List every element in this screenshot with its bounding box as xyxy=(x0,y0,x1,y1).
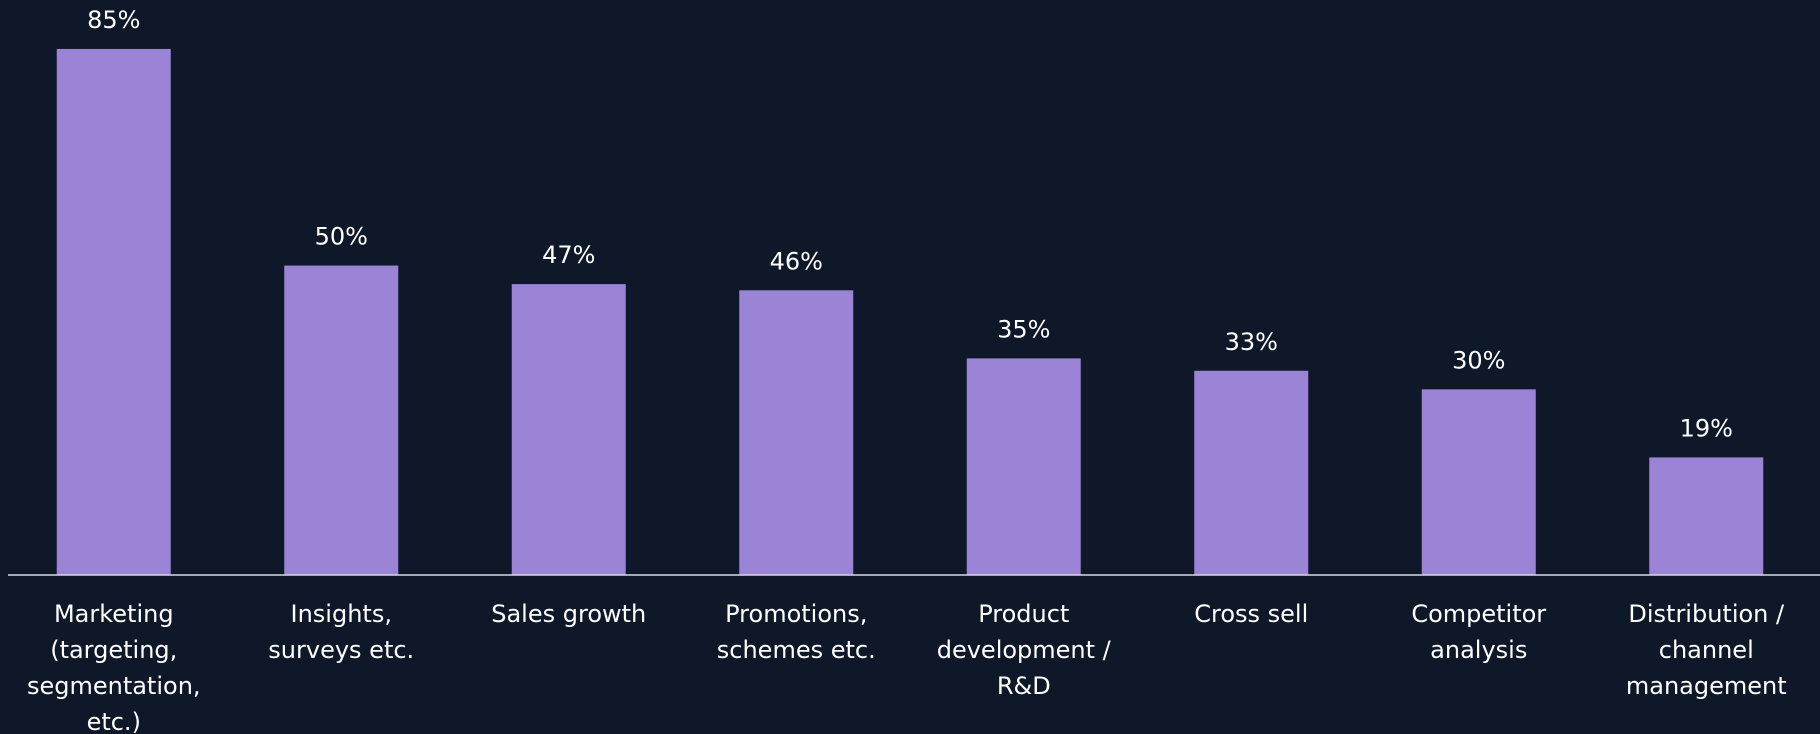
x-tick-label: Distribution / channel management xyxy=(1625,600,1787,700)
bar xyxy=(1194,370,1309,575)
x-tick-label: Insights, surveys etc. xyxy=(268,600,415,664)
x-tick-label: Sales growth xyxy=(491,600,647,628)
bar xyxy=(284,265,399,575)
value-label: 47% xyxy=(542,241,595,269)
value-label: 46% xyxy=(770,247,823,275)
value-label: 33% xyxy=(1225,328,1278,356)
value-label: 50% xyxy=(315,223,368,251)
x-tick-label: Product development / R&D xyxy=(936,600,1111,700)
bar xyxy=(1421,389,1536,575)
x-tick-label: Promotions, schemes etc. xyxy=(716,600,876,664)
bar xyxy=(511,284,626,575)
x-tick-label: Competitor analysis xyxy=(1411,600,1547,664)
bar xyxy=(739,290,854,575)
value-label: 30% xyxy=(1452,346,1505,374)
value-label: 19% xyxy=(1680,414,1733,442)
bar xyxy=(966,358,1081,575)
x-tick-label: Marketing (targeting, segmentation, etc.… xyxy=(26,600,201,734)
value-label: 35% xyxy=(997,315,1050,343)
bar xyxy=(1649,457,1764,575)
bar xyxy=(56,48,171,575)
value-label: 85% xyxy=(87,6,140,34)
x-tick-label: Cross sell xyxy=(1194,600,1309,628)
